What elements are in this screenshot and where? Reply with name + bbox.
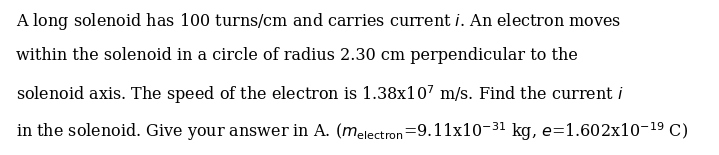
Text: A long solenoid has 100 turns/cm and carries current $i$. An electron moves: A long solenoid has 100 turns/cm and car… (16, 11, 621, 32)
Text: in the solenoid. Give your answer in A. ($m_{\mathrm{electron}}$=9.11x10$^{-31}$: in the solenoid. Give your answer in A. … (16, 120, 688, 143)
Text: within the solenoid in a circle of radius 2.30 cm perpendicular to the: within the solenoid in a circle of radiu… (16, 47, 577, 64)
Text: solenoid axis. The speed of the electron is 1.38x10$^{7}$ m/s. Find the current : solenoid axis. The speed of the electron… (16, 84, 623, 106)
